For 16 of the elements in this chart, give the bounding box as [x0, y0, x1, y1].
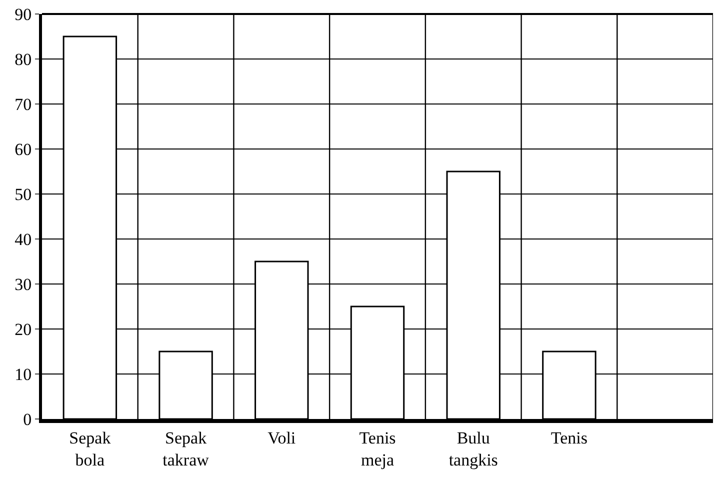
y-tick-label: 40	[14, 230, 32, 249]
y-tick-label: 90	[14, 4, 32, 24]
x-tick-label: Voli	[268, 428, 296, 448]
x-tick-label: Tenis	[550, 428, 588, 448]
y-tick-label: 70	[14, 94, 32, 114]
x-tick-label: Bulu tangkis	[448, 428, 498, 470]
y-tick-label: 0	[23, 410, 32, 429]
y-tick-label: 50	[14, 184, 32, 204]
x-tick-label: Tenis meja	[359, 428, 396, 470]
y-tick-label: 60	[14, 140, 32, 159]
y-tick-label: 30	[14, 274, 32, 294]
y-tick-label: 10	[14, 364, 32, 384]
x-tick-label: Sepak bola	[69, 428, 112, 470]
x-tick-label: Sepak takraw	[162, 428, 210, 470]
y-tick-label: 20	[14, 320, 32, 339]
y-tick-label: 80	[14, 50, 32, 69]
